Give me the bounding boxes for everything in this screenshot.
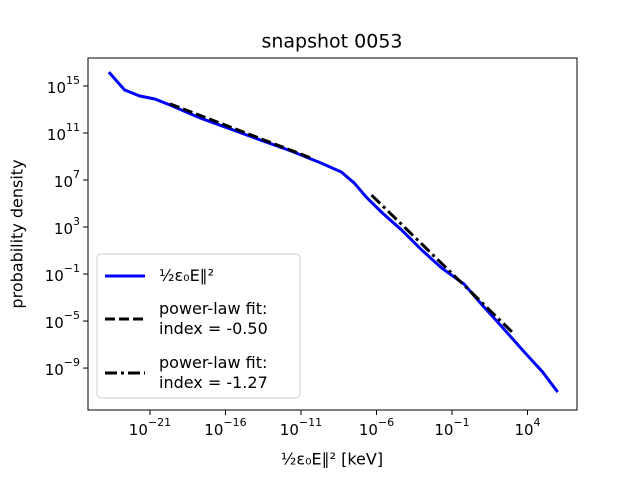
y-axis-label: probability density xyxy=(8,159,27,308)
y-tick-label: 1011 xyxy=(47,121,80,144)
chart-title: snapshot 0053 xyxy=(261,31,402,53)
series-line xyxy=(370,194,514,334)
x-tick-label: 10−6 xyxy=(359,416,394,439)
y-tick-label: 107 xyxy=(54,168,80,191)
legend-box xyxy=(96,253,301,399)
y-tick-label: 10−1 xyxy=(45,262,80,285)
y-tick-label: 10−9 xyxy=(45,356,80,379)
legend-label: power-law fit: index = -1.27 xyxy=(159,353,268,392)
legend-label: ½ε₀E∥² xyxy=(159,266,214,285)
y-tick-label: 10−5 xyxy=(45,309,80,332)
y-tick-label: 103 xyxy=(54,215,80,238)
legend-label: power-law fit: index = -0.50 xyxy=(159,299,268,338)
x-tick-label: 104 xyxy=(514,416,540,439)
x-tick-label: 10−21 xyxy=(129,416,171,439)
series-line xyxy=(107,71,559,393)
plot-frame xyxy=(87,57,578,411)
x-tick-label: 10−1 xyxy=(434,416,469,439)
y-tick-label: 1015 xyxy=(47,74,80,97)
x-tick-label: 10−16 xyxy=(204,416,246,439)
x-tick-label: 10−11 xyxy=(280,416,322,439)
x-axis-label: ½ε₀E∥² [keV] xyxy=(281,450,383,469)
series-line xyxy=(169,102,312,160)
